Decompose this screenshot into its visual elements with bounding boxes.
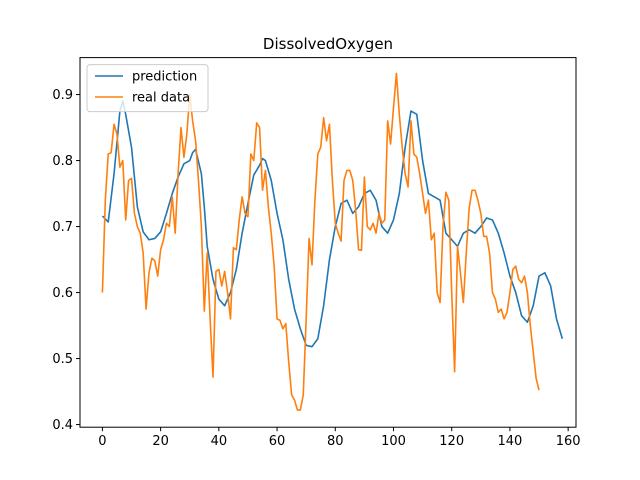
axes-frame: [79, 57, 577, 428]
x-tick-label: 40: [211, 434, 228, 449]
x-tick-label: 100: [381, 434, 406, 449]
legend: prediction real data: [86, 64, 209, 113]
x-tick-label: 140: [498, 434, 523, 449]
y-tick-label: 0.5: [52, 352, 73, 367]
chart-title: DissolvedOxygen: [263, 35, 393, 53]
y-tick-label: 0.6: [52, 286, 73, 301]
y-axis: 0.4 0.5 0.6 0.7 0.8 0.9: [52, 88, 80, 433]
y-tick-label: 0.8: [52, 154, 73, 169]
legend-label-real-data: real data: [132, 91, 190, 106]
x-tick-label: 80: [327, 434, 344, 449]
legend-label-prediction: prediction: [132, 70, 197, 85]
y-tick-label: 0.9: [52, 88, 73, 103]
series-layer: [101, 72, 564, 411]
series-line-real-data: [101, 72, 540, 411]
x-axis: 0 20 40 60 80 100 120 140 160: [98, 427, 581, 449]
x-tick-label: 20: [152, 434, 169, 449]
x-tick-label: 120: [439, 434, 464, 449]
x-tick-label: 60: [269, 434, 286, 449]
x-tick-label: 0: [98, 434, 106, 449]
y-tick-label: 0.7: [52, 220, 73, 235]
y-tick-label: 0.4: [52, 418, 73, 433]
x-tick-label: 160: [556, 434, 581, 449]
